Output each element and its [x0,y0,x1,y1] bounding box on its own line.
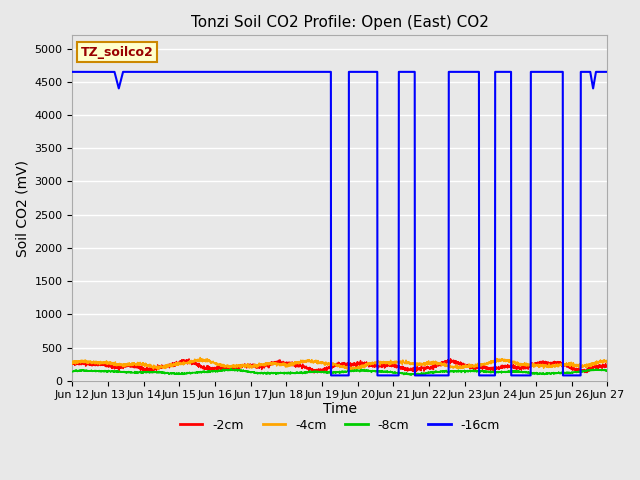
X-axis label: Time: Time [323,402,357,416]
Legend: -2cm, -4cm, -8cm, -16cm: -2cm, -4cm, -8cm, -16cm [175,414,505,437]
Text: TZ_soilco2: TZ_soilco2 [81,46,153,59]
Title: Tonzi Soil CO2 Profile: Open (East) CO2: Tonzi Soil CO2 Profile: Open (East) CO2 [191,15,489,30]
Y-axis label: Soil CO2 (mV): Soil CO2 (mV) [15,159,29,256]
